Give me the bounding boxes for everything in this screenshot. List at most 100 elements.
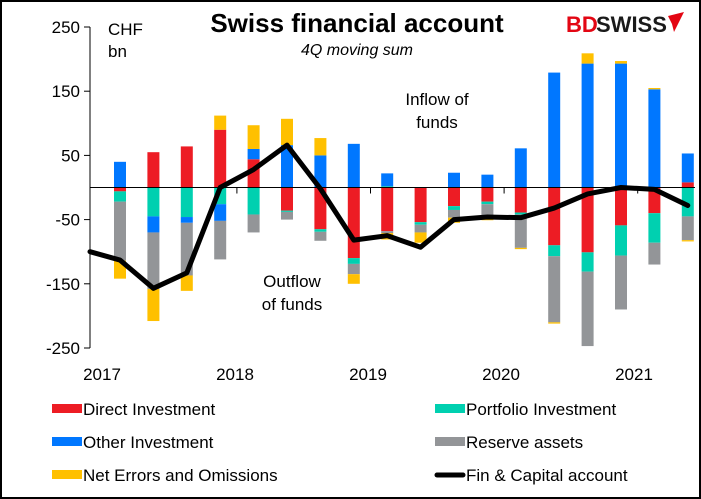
y-tick-label: 150 [52, 82, 80, 101]
bar-segment-direct-investment [147, 152, 160, 188]
legend-item: Reserve assets [435, 433, 583, 452]
bar-segment-direct-investment [681, 182, 694, 188]
unit-label-line2: bn [108, 42, 127, 61]
bar-segment-other-investment [347, 143, 360, 188]
legend-swatch [52, 437, 82, 446]
legend-item: Other Investment [52, 433, 214, 452]
bar-segment-net-errors-and-omissions [581, 53, 594, 64]
legend-label: Other Investment [83, 433, 214, 452]
bar-segment-net-errors-and-omissions [615, 61, 627, 64]
legend-item: Direct Investment [52, 400, 216, 419]
bar-segment-reserve-assets [247, 214, 260, 233]
bar-segment-other-investment [681, 153, 694, 183]
bar-segment-direct-investment [648, 187, 661, 214]
annotation-inflow-line2: funds [416, 113, 458, 132]
bar-segment-reserve-assets [314, 231, 327, 241]
bar-segment-portfolio-investment [347, 258, 360, 264]
bar-segment-portfolio-investment [681, 187, 694, 217]
bar-segment-net-errors-and-omissions [648, 87, 661, 90]
legend-label: Fin & Capital account [466, 466, 628, 485]
bar-segment-portfolio-investment [247, 187, 260, 215]
bar-segment-reserve-assets [448, 209, 460, 218]
bar-segment-net-errors-and-omissions [214, 115, 227, 130]
bar-segment-reserve-assets [648, 242, 661, 265]
x-tick-label: 2017 [83, 365, 121, 384]
bar-segment-reserve-assets [548, 256, 561, 323]
legend-swatch [435, 404, 465, 413]
bar-segment-net-errors-and-omissions [514, 247, 527, 250]
legend-swatch [435, 437, 465, 446]
logo-bd-text: BD [566, 12, 598, 37]
bar-segment-reserve-assets [214, 220, 227, 260]
bar-segment-reserve-assets [414, 224, 427, 233]
bar-segment-portfolio-investment [581, 252, 594, 272]
bars-layer [114, 53, 694, 347]
bar-segment-direct-investment [548, 187, 561, 246]
y-tick-label: 50 [61, 146, 80, 165]
bar-segment-direct-investment [281, 187, 293, 211]
bar-segment-reserve-assets [615, 255, 627, 310]
bar-segment-portfolio-investment [314, 229, 327, 232]
bar-segment-reserve-assets [281, 211, 293, 220]
bar-segment-reserve-assets [114, 201, 126, 261]
y-tick-label: -250 [46, 339, 80, 358]
bar-segment-net-errors-and-omissions [548, 322, 561, 324]
bar-segment-reserve-assets [681, 216, 694, 241]
bar-segment-portfolio-investment [548, 245, 561, 257]
bdswiss-logo: BD SWISS [566, 12, 684, 37]
chart-subtitle: 4Q moving sum [301, 42, 413, 59]
bar-segment-other-investment [147, 216, 160, 233]
bar-segment-other-investment [548, 72, 561, 188]
unit-label-line1: CHF [108, 20, 143, 39]
bar-segment-other-investment [481, 174, 494, 188]
x-tick-label: 2018 [216, 365, 254, 384]
bar-segment-net-errors-and-omissions [180, 275, 193, 291]
bar-segment-other-investment [381, 173, 394, 187]
bar-segment-net-errors-and-omissions [281, 118, 293, 146]
legend-item: Net Errors and Omissions [52, 466, 278, 485]
line-fin-capital-account [87, 142, 691, 291]
legend: Direct Investment Portfolio Investment Oth… [52, 400, 628, 485]
chart-title: Swiss financial account [210, 8, 504, 38]
y-tick-label: -50 [55, 211, 80, 230]
bar-segment-other-investment [615, 63, 627, 188]
bar-segment-direct-investment [414, 187, 427, 223]
bar-segment-net-errors-and-omissions [347, 274, 360, 284]
bar-segment-other-investment [114, 161, 126, 188]
bar-segment-reserve-assets [381, 231, 394, 234]
bar-segment-other-investment [648, 89, 661, 188]
bar-segment-direct-investment [514, 187, 527, 213]
x-tick-label: 2020 [482, 365, 520, 384]
bar-segment-other-investment [448, 172, 460, 188]
annotation-outflow-line1: Outflow [263, 272, 321, 291]
x-tick-label: 2021 [615, 365, 653, 384]
annotation-outflow-line2: of funds [262, 295, 323, 314]
bar-segment-direct-investment [448, 187, 460, 207]
bar-segment-reserve-assets [514, 214, 527, 248]
bar-segment-portfolio-investment [114, 191, 126, 202]
bar-segment-direct-investment [214, 129, 227, 188]
legend-label: Direct Investment [83, 400, 216, 419]
x-tick-label: 2019 [349, 365, 387, 384]
bar-segment-portfolio-investment [615, 225, 627, 256]
bar-segment-other-investment [314, 155, 327, 188]
bar-segment-other-investment [247, 148, 260, 160]
bar-segment-other-investment [214, 204, 227, 221]
legend-swatch [52, 404, 82, 413]
bar-segment-portfolio-investment [147, 187, 160, 217]
bar-segment-direct-investment [481, 187, 494, 202]
bar-segment-portfolio-investment [381, 186, 394, 188]
bar-segment-direct-investment [180, 146, 193, 188]
bar-segment-portfolio-investment [514, 212, 527, 215]
bar-segment-portfolio-investment [481, 201, 494, 205]
legend-item: Portfolio Investment [435, 400, 617, 419]
bar-segment-net-errors-and-omissions [147, 288, 160, 322]
bar-segment-other-investment [581, 63, 594, 188]
bar-segment-reserve-assets [147, 232, 160, 289]
bar-segment-direct-investment [581, 187, 594, 253]
bar-segment-net-errors-and-omissions [247, 125, 260, 149]
bar-segment-reserve-assets [581, 271, 594, 347]
